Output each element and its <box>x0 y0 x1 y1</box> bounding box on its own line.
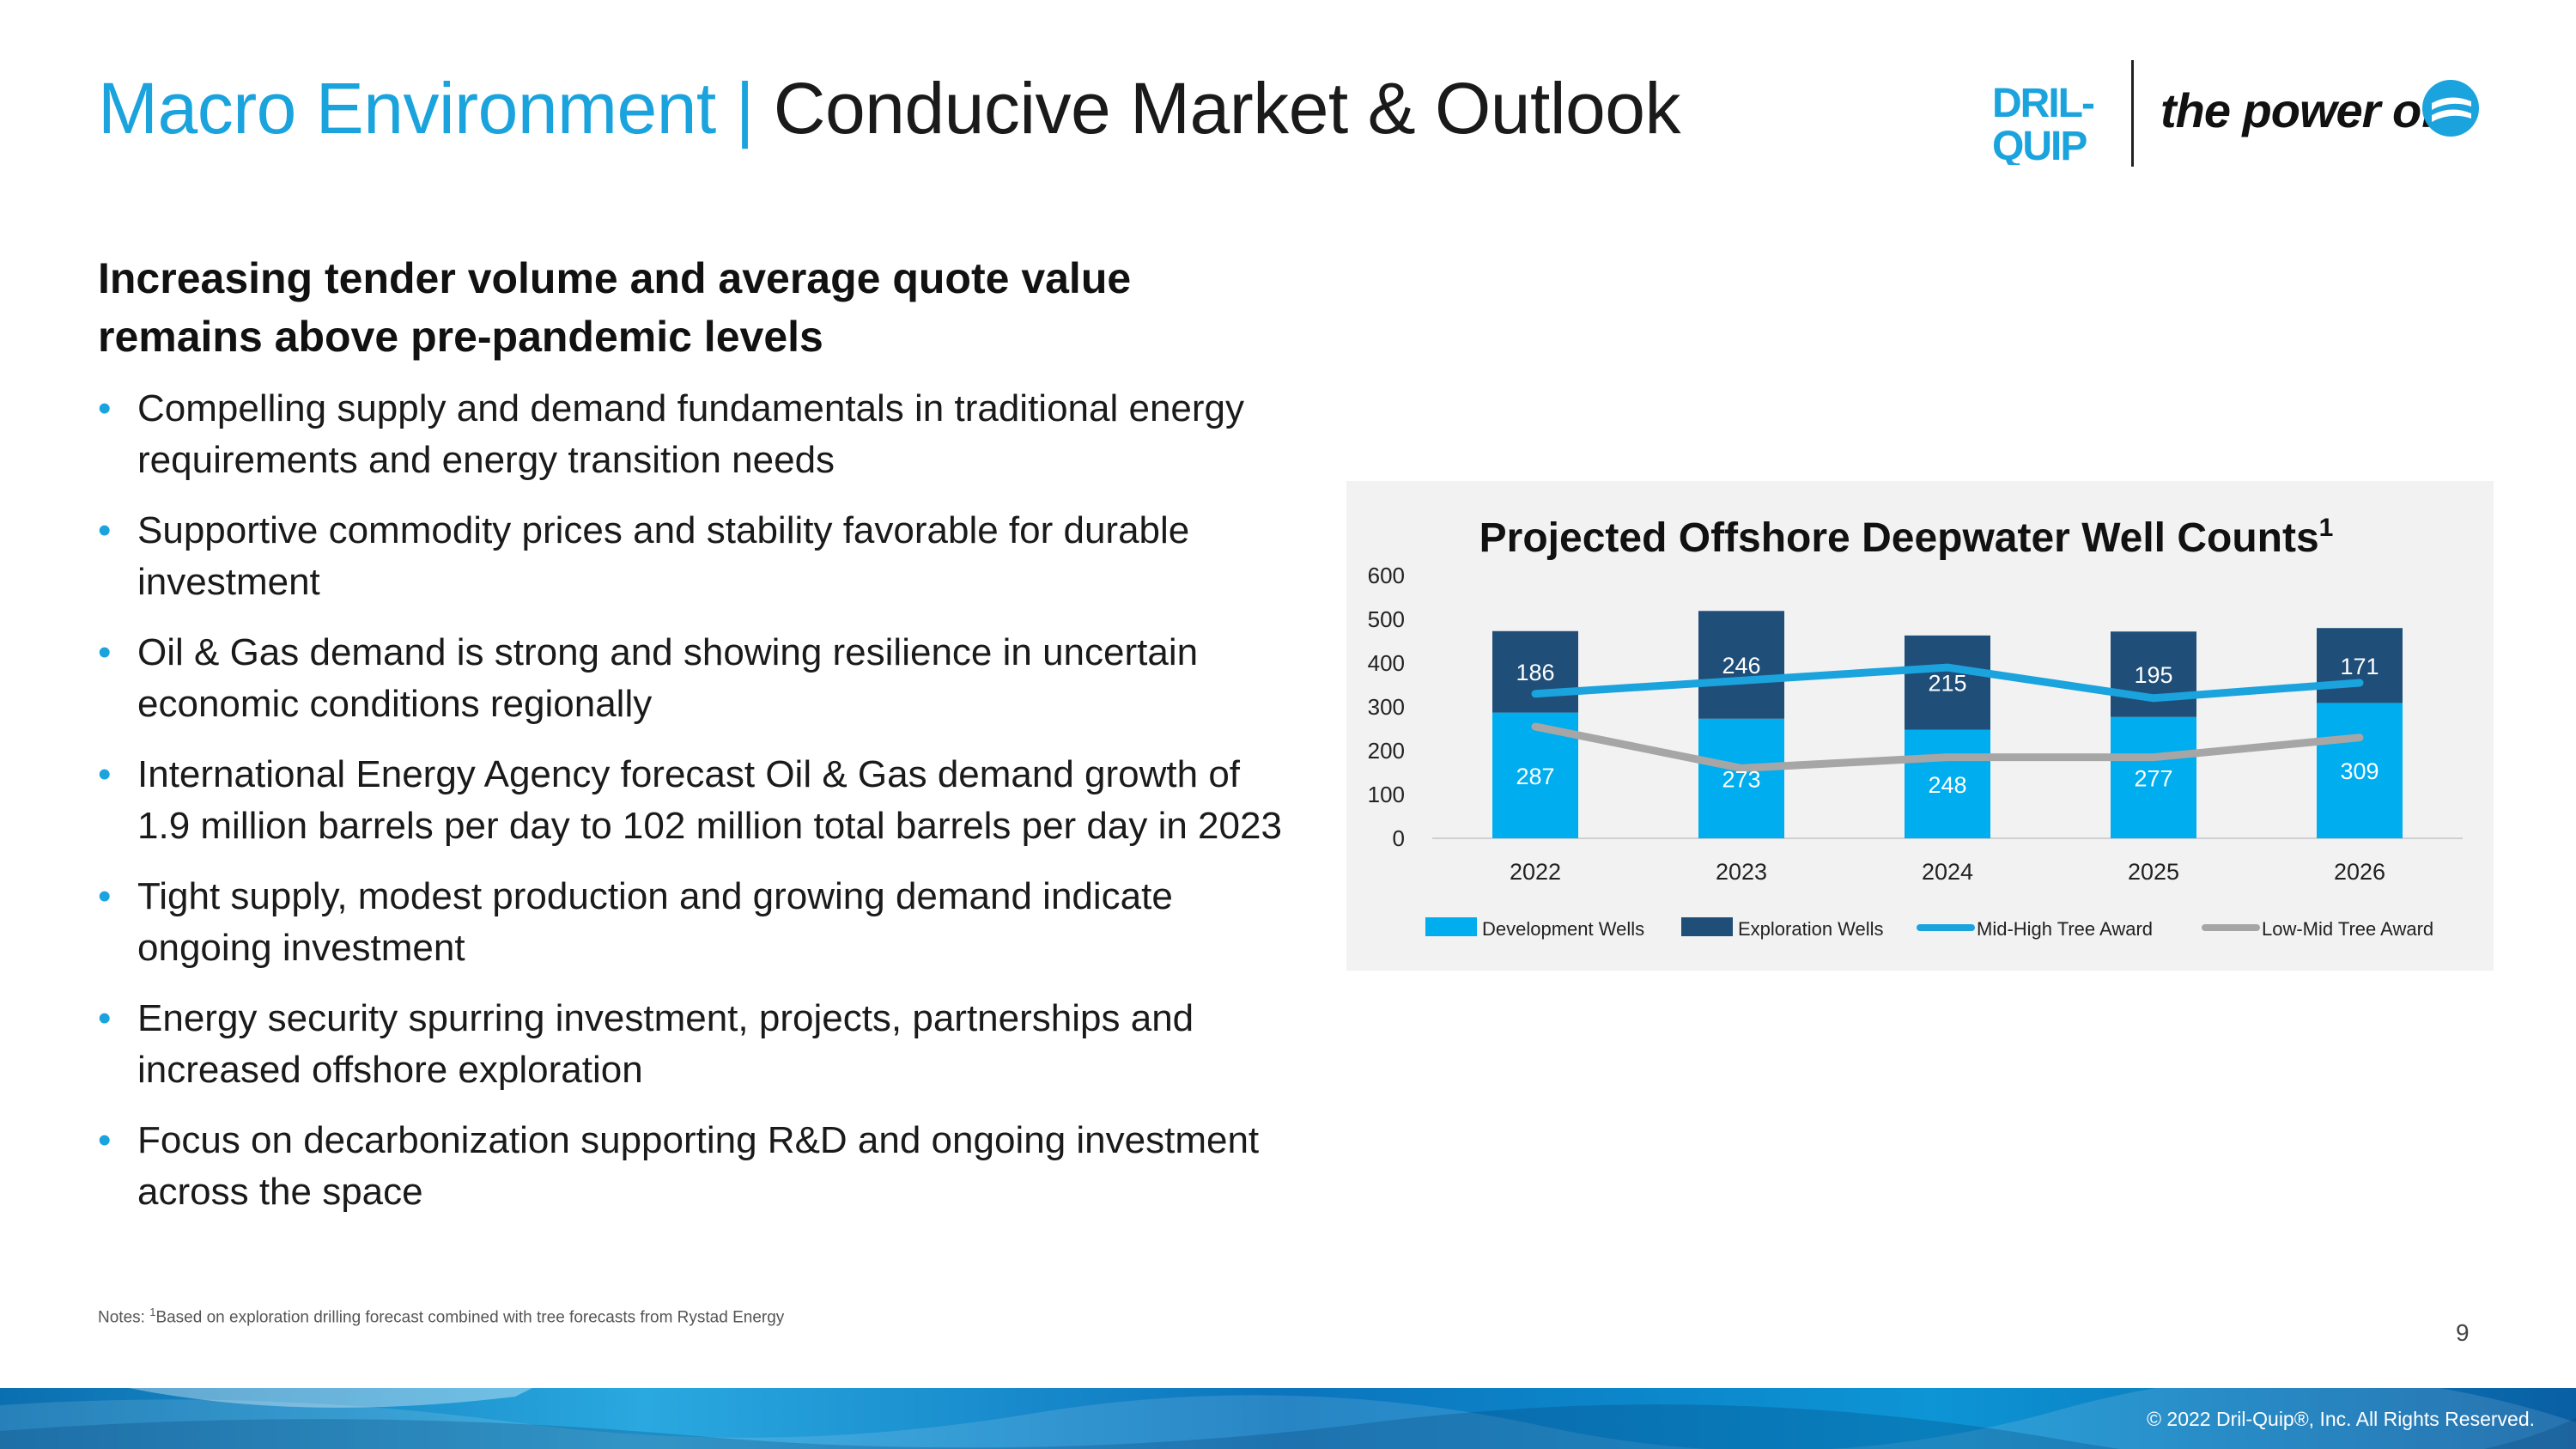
low-mid-tree-award-line <box>1531 722 2364 772</box>
legend-label: Exploration Wells <box>1738 918 1884 940</box>
logo-divider <box>2131 60 2134 167</box>
bar-data-label: 195 <box>2134 662 2172 688</box>
bullet-item: Supportive commodity prices and stabilit… <box>98 505 1300 608</box>
title-part-1: Macro Environment <box>98 68 716 149</box>
x-tick-label: 2024 <box>1922 859 1973 885</box>
bar-data-label: 186 <box>1516 660 1554 685</box>
footer-wave-band <box>0 1388 2576 1449</box>
legend-swatch <box>1681 917 1733 936</box>
bar-data-label: 309 <box>2340 758 2379 784</box>
chart-title-superscript: 1 <box>2319 514 2334 542</box>
bar-exploration <box>2317 628 2403 703</box>
bar-data-label: 248 <box>1928 772 1966 798</box>
bar-exploration <box>1698 611 1784 719</box>
logo-text-line2: QUIP <box>1992 124 2087 165</box>
bar-exploration <box>1492 630 1578 713</box>
bar-data-label: 287 <box>1516 764 1554 789</box>
legend-label: Low-Mid Tree Award <box>2262 918 2433 940</box>
legend-label: Mid-High Tree Award <box>1977 918 2153 940</box>
copyright-notice: © 2022 Dril-Quip®, Inc. All Rights Reser… <box>2147 1408 2535 1430</box>
legend-label: Development Wells <box>1482 918 1644 940</box>
page-number: 9 <box>2456 1319 2470 1346</box>
bullet-item: Oil & Gas demand is strong and showing r… <box>98 627 1300 730</box>
footnote-prefix: Notes: <box>98 1308 150 1327</box>
legend-swatch <box>1425 917 1477 936</box>
logo-text-line1: DRIL- <box>1992 81 2094 126</box>
well-counts-chart: Projected Offshore Deepwater Well Counts… <box>1368 514 2463 940</box>
dril-quip-logo: DRIL- QUIP <box>1992 81 2096 165</box>
y-tick-label: 300 <box>1368 694 1405 720</box>
title-separator: | <box>735 68 755 149</box>
bar-development <box>1698 718 1784 838</box>
y-tick-label: 500 <box>1368 606 1405 632</box>
bar-development <box>1905 729 1990 838</box>
bullet-item: International Energy Agency forecast Oil… <box>98 749 1300 852</box>
bar-data-label: 273 <box>1722 766 1760 792</box>
section-heading: Increasing tender volume and average quo… <box>98 254 1132 361</box>
chart-title: Projected Offshore Deepwater Well Counts… <box>1479 514 2334 561</box>
bullet-item: Focus on decarbonization supporting R&D … <box>98 1115 1300 1218</box>
bullet-item: Compelling supply and demand fundamental… <box>98 383 1300 486</box>
title-part-2: Conducive Market & Outlook <box>773 68 1681 149</box>
bar-development <box>2111 716 2196 838</box>
bar-data-label: 171 <box>2340 654 2379 679</box>
mid-high-tree-award-line <box>1531 663 2364 703</box>
chart-title-text: Projected Offshore Deepwater Well Counts <box>1479 515 2319 561</box>
x-tick-label: 2023 <box>1716 859 1767 885</box>
footnote-superscript: 1 <box>149 1306 156 1318</box>
slide-title: Macro Environment | Conducive Market & O… <box>98 67 1680 150</box>
x-tick-label: 2022 <box>1510 859 1561 885</box>
y-tick-label: 400 <box>1368 650 1405 676</box>
logo-tagline: the power of <box>2160 83 2437 137</box>
bar-exploration <box>2111 631 2196 717</box>
footnote-text: Based on exploration drilling forecast c… <box>155 1308 785 1327</box>
y-tick-label: 0 <box>1393 825 1405 851</box>
x-tick-label: 2025 <box>2128 859 2179 885</box>
bar-data-label: 246 <box>1722 653 1760 679</box>
y-tick-label: 200 <box>1368 738 1405 764</box>
wave-emblem-icon <box>2422 80 2479 137</box>
x-tick-label: 2026 <box>2334 859 2385 885</box>
bar-data-label: 215 <box>1928 671 1966 697</box>
bullet-item: Tight supply, modest production and grow… <box>98 871 1300 974</box>
y-tick-label: 100 <box>1368 782 1405 807</box>
bar-data-label: 277 <box>2134 765 2172 791</box>
well-counts-chart-panel: Projected Offshore Deepwater Well Counts… <box>1346 481 2494 971</box>
bar-exploration <box>1905 635 1990 730</box>
y-tick-label: 600 <box>1368 563 1405 588</box>
footnote: Notes: 1Based on exploration drilling fo… <box>98 1306 784 1327</box>
bullet-list: Compelling supply and demand fundamental… <box>98 383 1300 1237</box>
bar-development <box>2317 703 2403 838</box>
bullet-item: Energy security spurring investment, pro… <box>98 993 1300 1096</box>
